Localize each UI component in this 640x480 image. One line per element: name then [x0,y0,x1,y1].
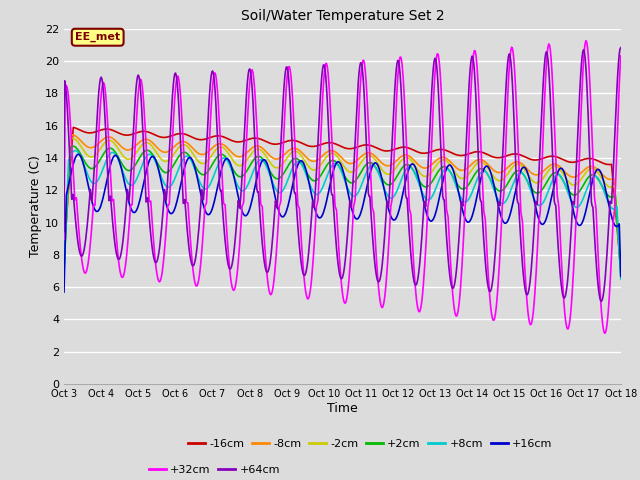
Y-axis label: Temperature (C): Temperature (C) [29,156,42,257]
Legend: +32cm, +64cm: +32cm, +64cm [145,461,284,480]
X-axis label: Time: Time [327,402,358,415]
Title: Soil/Water Temperature Set 2: Soil/Water Temperature Set 2 [241,10,444,24]
Text: EE_met: EE_met [75,32,120,42]
